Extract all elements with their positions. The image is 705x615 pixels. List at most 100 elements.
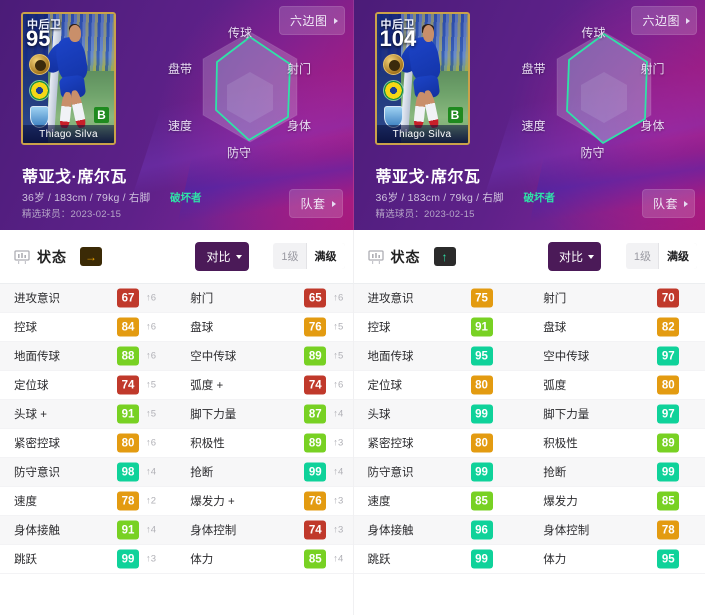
- stat-value-badge: 65: [304, 288, 327, 308]
- stat-cell: 进攻意识 67 ↑6: [0, 284, 176, 312]
- stat-label: 进攻意识: [14, 293, 60, 305]
- level-toggle-low[interactable]: 1级: [633, 251, 651, 263]
- stat-label: 射门: [543, 293, 567, 305]
- stat-cell: 跳跃 99: [354, 545, 530, 573]
- stat-value-badge: 74: [304, 375, 327, 395]
- stat-label: 速度: [14, 496, 37, 508]
- stat-value-badge: 99: [470, 549, 493, 569]
- stat-delta: ↑3: [333, 495, 344, 507]
- stat-label: 身体控制: [543, 525, 590, 537]
- compare-button-label: 对比: [558, 250, 583, 264]
- radar-label-speed: 速度: [168, 119, 193, 133]
- stat-cell: 射门 65 ↑6: [176, 284, 352, 312]
- hexagon-chart-button[interactable]: 六边图: [631, 6, 697, 35]
- stat-cell: 身体接触 96: [354, 516, 530, 544]
- stat-value-badge: 78: [117, 491, 139, 511]
- radar-svg: [556, 31, 651, 144]
- stats-toolbar-left: 状态 → 对比 1级 满级: [0, 230, 353, 284]
- chevron-right-icon: [331, 200, 336, 207]
- level-toggle[interactable]: 1级 满级: [273, 243, 345, 269]
- stat-delta: ↑5: [333, 321, 344, 333]
- player-featured-date: 精选球员：2023-02-15: [375, 209, 475, 220]
- stats-icon: [367, 250, 384, 264]
- stat-value-badge: 97: [657, 346, 680, 366]
- stat-cell: 身体控制 78: [529, 516, 705, 544]
- stat-value-badge: 74: [304, 520, 327, 540]
- player-trait: 破坏者: [523, 192, 556, 204]
- level-toggle[interactable]: 1级 满级: [625, 243, 697, 269]
- compare-button[interactable]: 对比: [195, 242, 249, 271]
- stat-label: 进攻意识: [367, 293, 414, 305]
- stat-row: 进攻意识 75 射门 70: [353, 284, 705, 313]
- hexagon-chart-button[interactable]: 六边图: [278, 6, 345, 35]
- stat-value-badge: 99: [470, 462, 493, 482]
- stat-row: 身体接触 91 ↑4 身体控制 74 ↑3: [0, 516, 353, 545]
- stat-row: 身体接触 96 身体控制 78: [353, 516, 705, 545]
- stat-row: 跳跃 99 ↑3 体力 85 ↑4: [0, 545, 353, 574]
- stat-cell: 爆发力 + 76 ↑3: [176, 487, 352, 515]
- stat-cell: 速度 85: [354, 487, 530, 515]
- card-player-name: Thiago Silva: [376, 125, 468, 143]
- stat-row: 速度 85 爆发力 85: [353, 487, 705, 516]
- stat-value-badge: 89: [657, 433, 680, 453]
- radar-series-polygon: [565, 33, 648, 144]
- stat-label: 身体接触: [14, 525, 60, 537]
- stat-row: 控球 84 ↑6 盘球 76 ↑5: [0, 313, 353, 342]
- stat-row: 地面传球 88 ↑6 空中传球 89 ↑5: [0, 342, 353, 371]
- radar-label-physical: 身体: [640, 119, 665, 133]
- stat-value-badge: 99: [117, 549, 139, 569]
- card-rating: 104: [379, 26, 417, 51]
- stat-value-badge: 85: [657, 491, 680, 511]
- stats-table-left: 进攻意识 67 ↑6 射门 65 ↑6 控球 84 ↑6 盘球 76 ↑5 地面传球 88 ↑6 空中传球 89…: [0, 284, 353, 615]
- stat-value-badge: 91: [117, 520, 139, 540]
- radar-label-defense: 防守: [227, 146, 252, 160]
- stat-cell: 身体控制 74 ↑3: [176, 516, 352, 544]
- stat-cell: 体力 95: [529, 545, 705, 573]
- stat-label: 盘球: [190, 322, 214, 334]
- stat-cell: 进攻意识 75: [354, 284, 530, 312]
- stat-label: 盘球: [543, 322, 567, 334]
- player-card[interactable]: 中后卫 95 B Thiago Silva: [21, 12, 116, 145]
- stat-value-badge: 99: [304, 462, 327, 482]
- compare-button[interactable]: 对比: [547, 242, 601, 271]
- card-grade: B: [94, 107, 109, 123]
- stat-label: 紧密控球: [367, 438, 414, 450]
- stat-delta: ↑6: [146, 292, 157, 304]
- stat-value-badge: 88: [117, 346, 139, 366]
- stat-value-badge: 84: [117, 317, 139, 337]
- level-toggle-max[interactable]: 满级: [659, 243, 697, 269]
- stat-value-badge: 80: [470, 375, 493, 395]
- stats-title: 状态: [37, 249, 67, 265]
- team-kit-button[interactable]: 队套: [289, 189, 343, 218]
- level-toggle-low[interactable]: 1级: [281, 251, 299, 263]
- stat-delta: ↑4: [333, 466, 344, 478]
- radar-series-polygon: [215, 36, 291, 141]
- stat-value-badge: 70: [657, 288, 680, 308]
- card-position: 中后卫: [27, 19, 62, 31]
- stat-value-badge: 76: [304, 317, 327, 337]
- brazil-flag-icon: [29, 80, 50, 101]
- stat-label: 防守意识: [367, 467, 414, 479]
- stat-value-badge: 97: [657, 404, 680, 424]
- stat-cell: 控球 91: [354, 313, 530, 341]
- stat-delta: ↑2: [146, 495, 157, 507]
- stat-row: 头球 99 脚下力量 97: [353, 400, 705, 429]
- stat-label: 脚下力量: [543, 409, 590, 421]
- stat-row: 紧密控球 80 ↑6 积极性 89 ↑3: [0, 429, 353, 458]
- stats-table-right: 进攻意识 75 射门 70 控球 91 盘球 82 地面传球 95 空中传球 97 定位球 80 弧度 80 头…: [352, 284, 705, 615]
- stats-title: 状态: [390, 249, 421, 265]
- stat-label: 控球: [367, 322, 391, 334]
- stat-value-badge: 85: [304, 549, 327, 569]
- stat-cell: 积极性 89: [529, 429, 705, 457]
- player-card[interactable]: 中后卫 104 B Thiago Silva: [374, 12, 470, 145]
- stat-value-badge: 89: [304, 346, 327, 366]
- stat-cell: 控球 84 ↑6: [0, 313, 176, 341]
- stat-label: 体力: [543, 554, 567, 566]
- stat-label: 跳跃: [14, 554, 37, 566]
- stat-value-badge: 75: [470, 288, 493, 308]
- level-toggle-max[interactable]: 满级: [306, 243, 345, 269]
- stat-label: 积极性: [190, 438, 225, 450]
- stat-value-badge: 95: [470, 346, 493, 366]
- team-kit-button[interactable]: 队套: [641, 189, 695, 218]
